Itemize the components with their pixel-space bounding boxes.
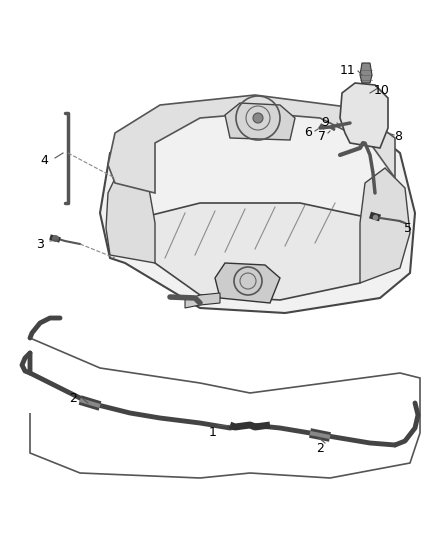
Text: 10: 10 [374, 85, 390, 98]
Polygon shape [100, 103, 415, 313]
Text: 11: 11 [340, 64, 356, 77]
Polygon shape [360, 63, 372, 83]
Text: 9: 9 [321, 117, 329, 130]
Polygon shape [108, 95, 395, 193]
Polygon shape [340, 83, 388, 148]
Polygon shape [360, 168, 410, 283]
Circle shape [253, 113, 263, 123]
Polygon shape [135, 203, 375, 300]
Text: 3: 3 [36, 238, 44, 251]
Text: 7: 7 [318, 130, 326, 142]
Text: 4: 4 [40, 155, 48, 167]
Text: 2: 2 [316, 441, 324, 455]
Polygon shape [215, 263, 280, 303]
Text: 6: 6 [304, 126, 312, 140]
Polygon shape [185, 293, 220, 308]
Text: 1: 1 [209, 426, 217, 440]
Polygon shape [225, 103, 295, 140]
Polygon shape [106, 168, 155, 263]
Text: 5: 5 [404, 222, 412, 235]
Text: 8: 8 [394, 131, 402, 143]
Text: 2: 2 [69, 392, 77, 405]
